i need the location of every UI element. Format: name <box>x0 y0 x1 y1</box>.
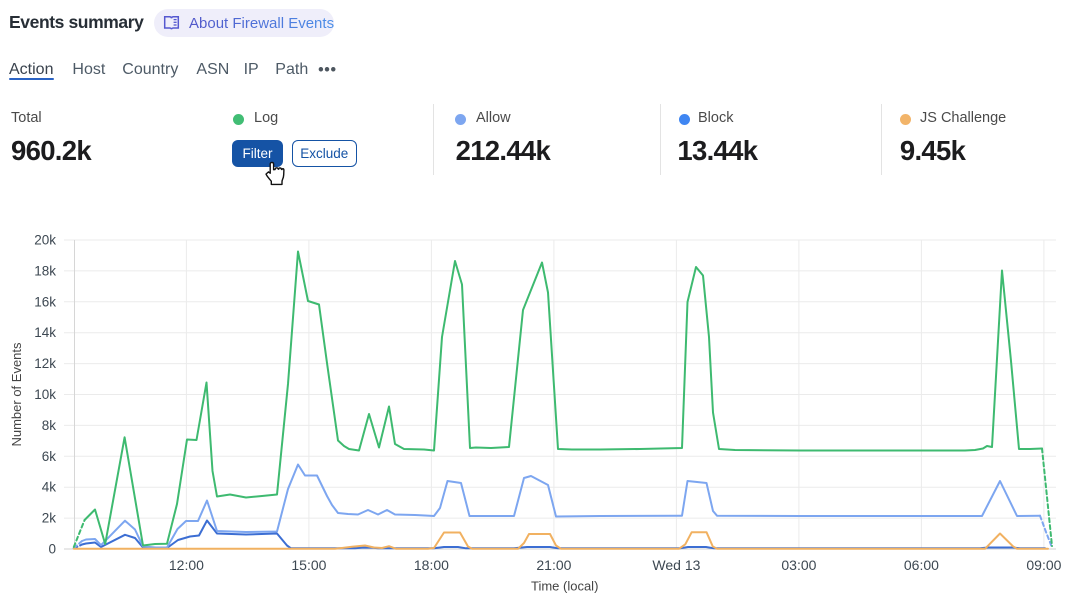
svg-text:21:00: 21:00 <box>536 557 571 573</box>
svg-text:Wed 13: Wed 13 <box>652 557 700 573</box>
svg-text:16k: 16k <box>34 294 56 309</box>
svg-text:0: 0 <box>48 542 56 557</box>
svg-text:8k: 8k <box>42 418 57 433</box>
svg-text:18k: 18k <box>34 263 56 278</box>
svg-text:03:00: 03:00 <box>781 557 816 573</box>
svg-text:06:00: 06:00 <box>904 557 939 573</box>
svg-text:18:00: 18:00 <box>414 557 449 573</box>
svg-text:6k: 6k <box>42 449 57 464</box>
svg-text:2k: 2k <box>42 511 57 526</box>
svg-text:14k: 14k <box>34 325 56 340</box>
svg-text:20k: 20k <box>34 233 56 248</box>
svg-text:4k: 4k <box>42 480 57 495</box>
svg-text:12:00: 12:00 <box>169 557 204 573</box>
svg-text:12k: 12k <box>34 356 56 371</box>
svg-text:Number of Events: Number of Events <box>9 342 24 447</box>
svg-text:15:00: 15:00 <box>291 557 326 573</box>
svg-text:10k: 10k <box>34 387 56 402</box>
svg-text:Time (local): Time (local) <box>531 579 598 594</box>
svg-text:09:00: 09:00 <box>1026 557 1061 573</box>
